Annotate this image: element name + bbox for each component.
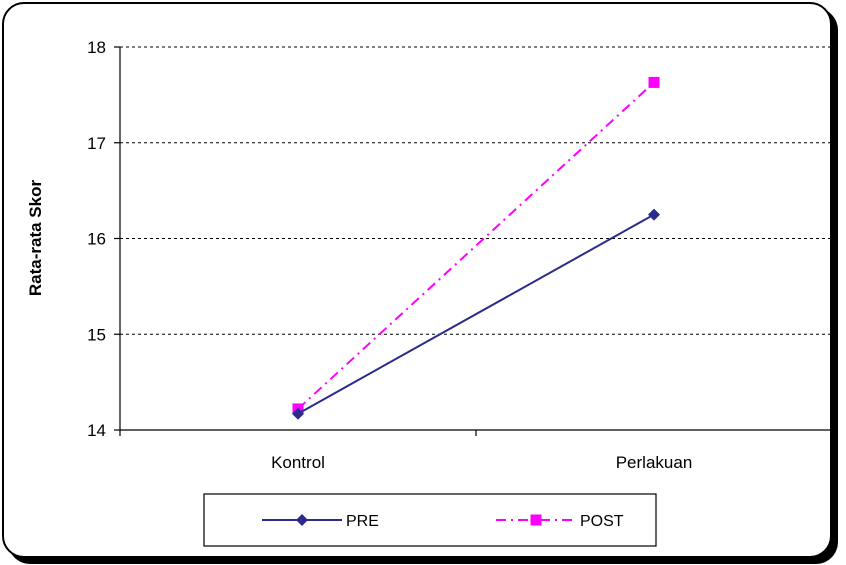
y-tick-label: 17: [87, 134, 106, 153]
legend-label: POST: [580, 513, 624, 530]
series-pre: [292, 208, 660, 420]
series-layer: [292, 76, 660, 420]
series-line-post: [297, 81, 655, 410]
y-tick-label: 16: [87, 230, 106, 249]
legend-label: PRE: [346, 513, 379, 530]
legend-items: PRE POST: [262, 513, 624, 530]
gridlines: [120, 46, 832, 335]
series-line-pre: [297, 213, 655, 415]
y-tick-label: 15: [87, 325, 106, 344]
data-point-pre: [648, 208, 660, 221]
tick-labels: 14 15 16 17 18 Kontrol Perlakuan: [87, 38, 692, 472]
legend-box: [203, 493, 657, 547]
x-tick-label: Kontrol: [271, 453, 325, 472]
y-axis-title: Rata-rata Skor: [26, 180, 45, 297]
data-point-post: [648, 76, 660, 88]
legend-item-post: POST: [496, 513, 624, 530]
y-tick-label: 14: [87, 421, 106, 440]
legend-marker: [530, 514, 542, 526]
x-tick-label: Perlakuan: [616, 453, 693, 472]
chart-frame: [2, 2, 832, 558]
legend-marker: [296, 514, 308, 526]
y-tick-label: 18: [87, 38, 106, 57]
axes: [114, 46, 833, 436]
series-post: [292, 76, 660, 415]
legend-item-pre: PRE: [262, 513, 379, 530]
data-point-pre: [292, 407, 304, 420]
legend: PRE POST: [203, 493, 657, 547]
